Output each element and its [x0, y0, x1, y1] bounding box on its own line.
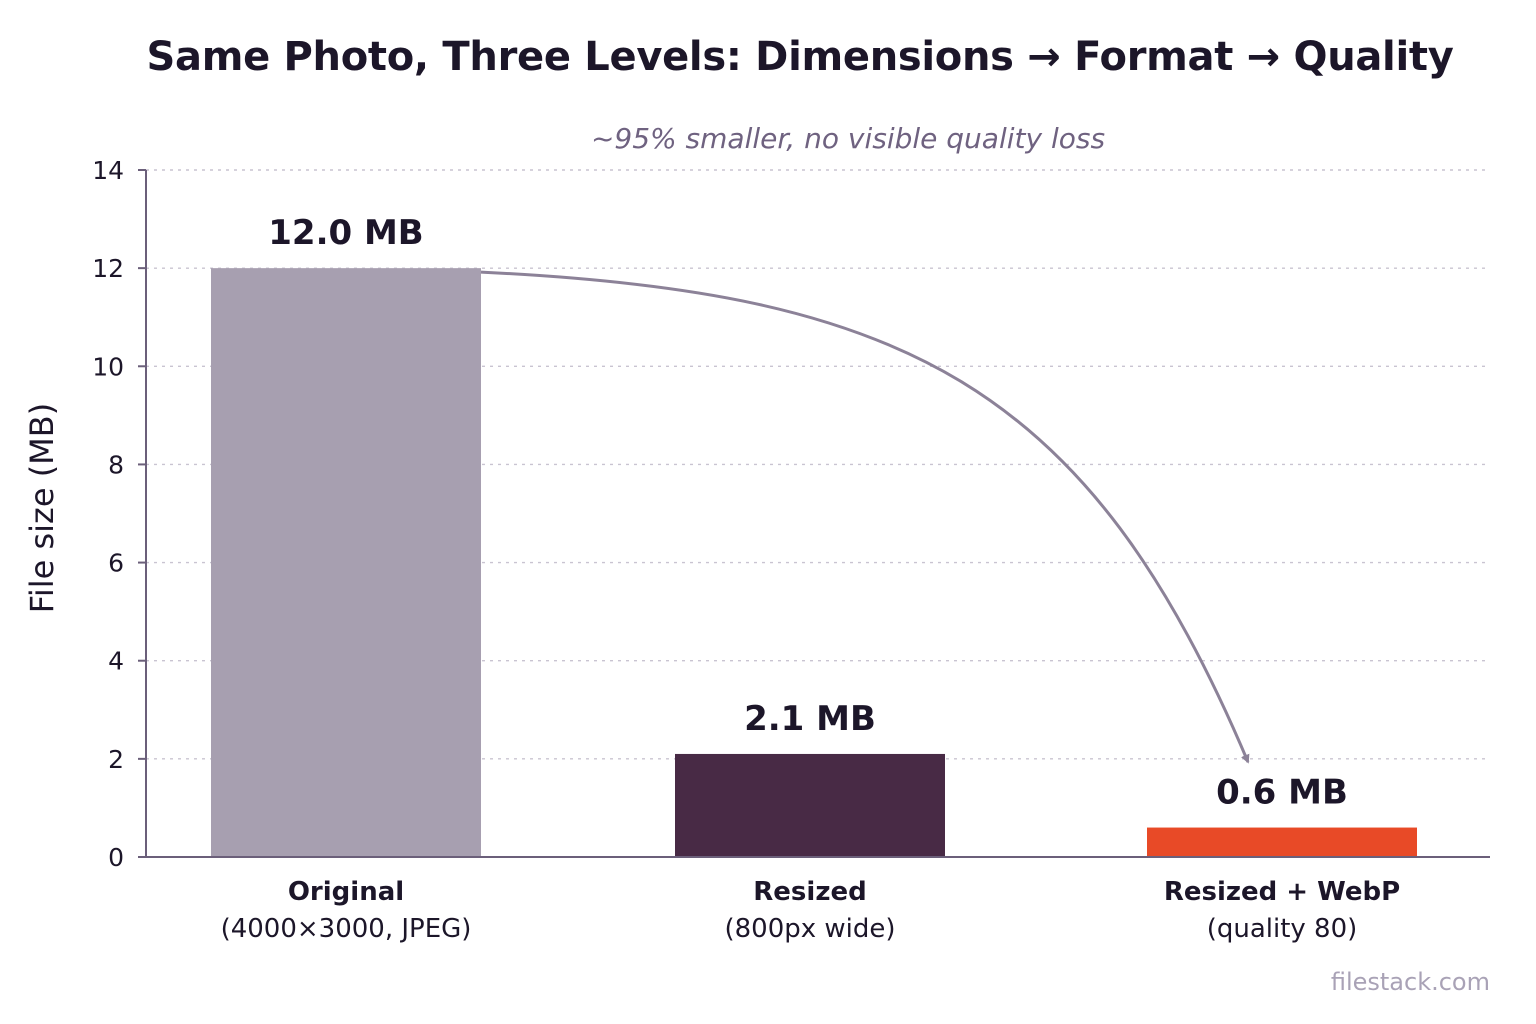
x-tick-sublabel-resized: (800px wide)	[724, 914, 895, 944]
x-tick-label-original: Original	[288, 877, 404, 907]
x-tick-sublabel-resized-webp: (quality 80)	[1207, 914, 1358, 944]
x-tick-label-resized-webp: Resized + WebP	[1164, 877, 1400, 907]
value-label-resized: 2.1 MB	[744, 699, 876, 739]
y-tick-label-10: 10	[92, 352, 124, 381]
y-tick-label-0: 0	[108, 843, 124, 872]
y-tick-label-14: 14	[92, 156, 124, 185]
y-tick-label-6: 6	[108, 549, 124, 578]
value-label-resized-webp: 0.6 MB	[1216, 773, 1348, 813]
y-tick-label-12: 12	[92, 254, 124, 283]
chart-subtitle: ~95% smaller, no visible quality loss	[590, 122, 1106, 155]
x-tick-label-resized: Resized	[753, 877, 866, 907]
y-tick-label-4: 4	[108, 647, 124, 676]
watermark: filestack.com	[1330, 968, 1490, 996]
y-tick-label-2: 2	[108, 745, 124, 774]
chart-title: Same Photo, Three Levels: Dimensions → F…	[146, 34, 1454, 80]
y-tick-label-8: 8	[108, 450, 124, 479]
bar-resized-webp	[1147, 827, 1417, 857]
bar-original	[211, 268, 481, 858]
x-tick-sublabel-original: (4000×3000, JPEG)	[221, 914, 472, 944]
bar-resized	[675, 753, 945, 857]
value-label-original: 12.0 MB	[268, 213, 423, 253]
reduction-arrow	[480, 270, 1250, 764]
